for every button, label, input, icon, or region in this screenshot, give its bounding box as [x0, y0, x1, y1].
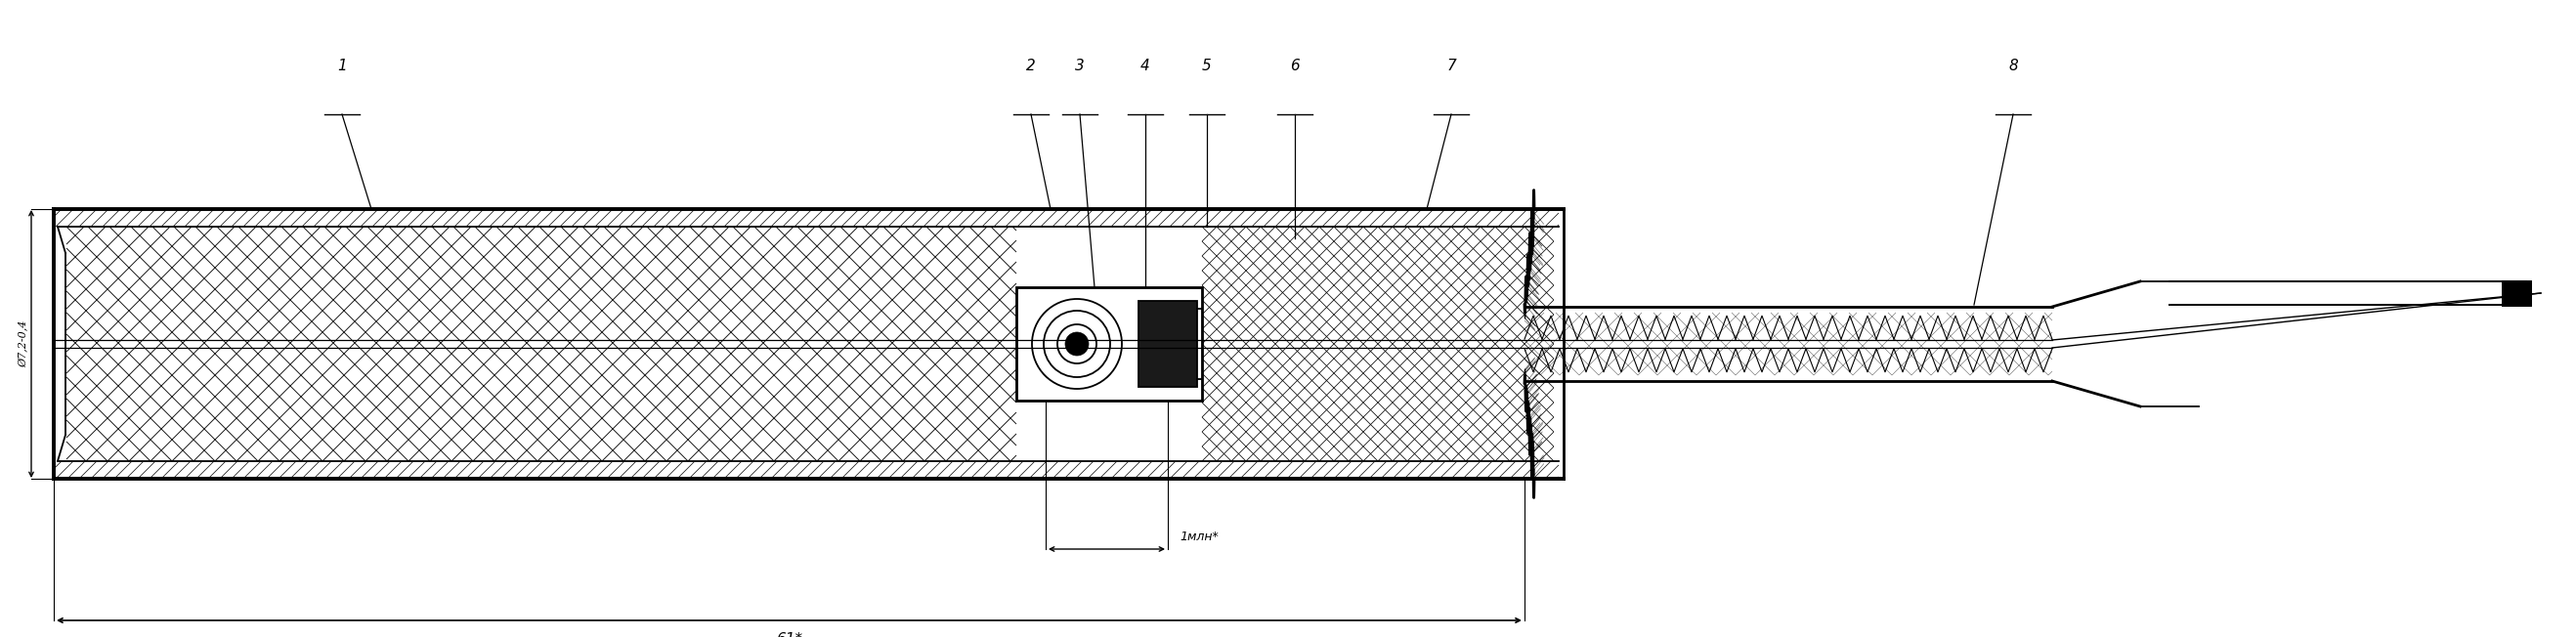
Text: 7: 7 [1448, 58, 1455, 73]
Circle shape [1056, 324, 1097, 364]
Bar [2501, 280, 2532, 306]
Bar [1139, 301, 1198, 387]
Bar [1198, 309, 1203, 379]
Text: Ø7,2-0,4: Ø7,2-0,4 [18, 320, 28, 368]
Text: 61*: 61* [775, 632, 801, 637]
Text: 4: 4 [1141, 58, 1149, 73]
Bar [1018, 287, 1203, 401]
Bar [2501, 280, 2532, 306]
Text: 1: 1 [337, 58, 348, 73]
Circle shape [1066, 332, 1090, 355]
Text: 6: 6 [1291, 58, 1301, 73]
Text: 3: 3 [1074, 58, 1084, 73]
Text: 2: 2 [1025, 58, 1036, 73]
Text: 1млн*: 1млн* [1180, 531, 1218, 543]
Text: 8: 8 [2009, 58, 2017, 73]
Text: 5: 5 [1203, 58, 1211, 73]
